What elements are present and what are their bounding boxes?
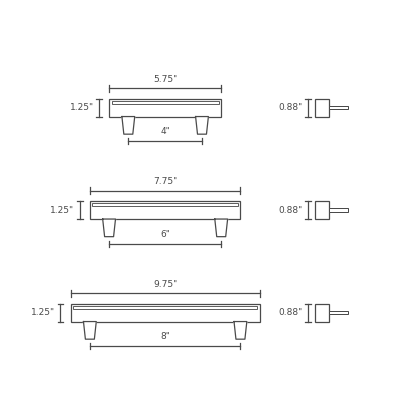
Text: 1.25": 1.25" bbox=[31, 308, 55, 317]
Text: 6": 6" bbox=[160, 230, 170, 239]
Polygon shape bbox=[122, 116, 135, 134]
Text: 1.25": 1.25" bbox=[69, 103, 94, 112]
Text: 1.25": 1.25" bbox=[50, 206, 74, 215]
Polygon shape bbox=[103, 219, 116, 237]
Bar bbox=[71, 304, 260, 322]
Bar bbox=[315, 304, 329, 322]
Polygon shape bbox=[84, 322, 96, 339]
Text: 9.75": 9.75" bbox=[153, 280, 177, 289]
Polygon shape bbox=[234, 322, 247, 339]
Bar bbox=[329, 106, 348, 109]
Bar bbox=[109, 99, 221, 116]
Bar bbox=[73, 305, 257, 309]
Text: 8": 8" bbox=[160, 332, 170, 342]
Text: 4": 4" bbox=[160, 127, 170, 136]
Bar bbox=[111, 101, 219, 104]
Polygon shape bbox=[196, 116, 208, 134]
Bar bbox=[329, 208, 348, 212]
Bar bbox=[315, 99, 329, 116]
Bar bbox=[92, 203, 238, 206]
Text: 0.88": 0.88" bbox=[279, 308, 303, 317]
Bar bbox=[315, 201, 329, 219]
Text: 0.88": 0.88" bbox=[279, 103, 303, 112]
Bar bbox=[90, 201, 240, 219]
Text: 5.75": 5.75" bbox=[153, 74, 177, 84]
Text: 0.88": 0.88" bbox=[279, 206, 303, 215]
Polygon shape bbox=[215, 219, 228, 237]
Bar bbox=[329, 311, 348, 314]
Text: 7.75": 7.75" bbox=[153, 177, 177, 186]
